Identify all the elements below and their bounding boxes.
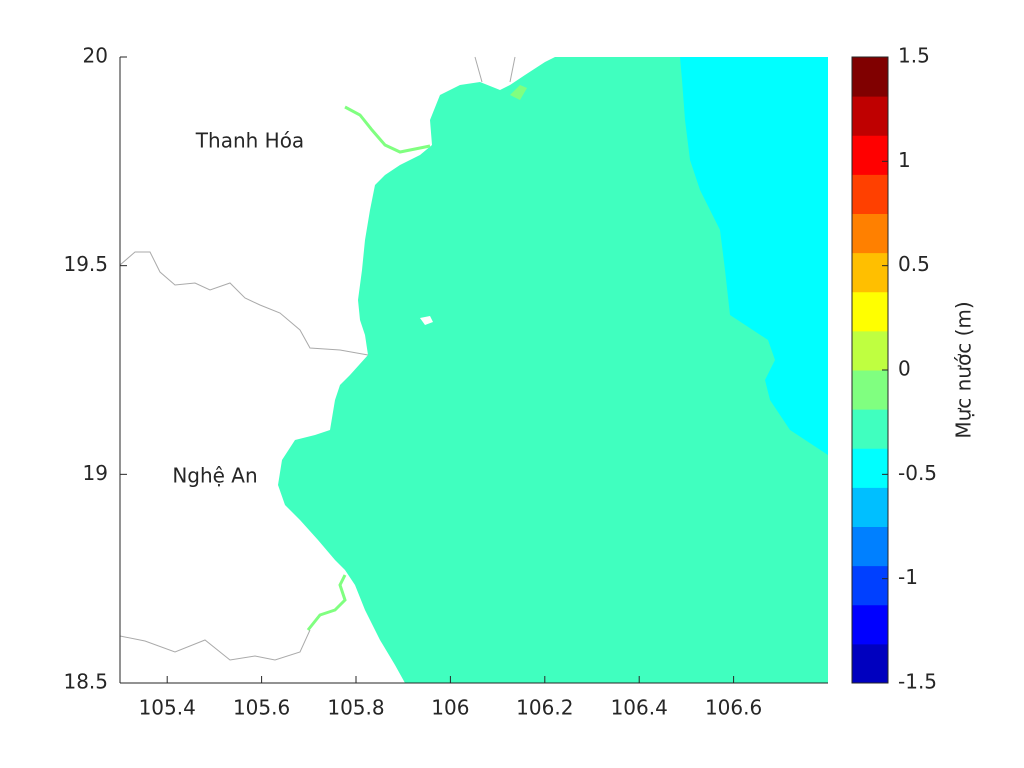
map-area [119,56,828,683]
colorbar-band [852,174,888,214]
shallow-patch [510,85,527,100]
land-border [474,56,516,83]
colorbar-band [852,604,888,645]
sea-region [278,57,828,683]
colorbar-band [852,291,888,332]
place-label: Nghệ An [172,464,257,488]
colorbar-tick-label: -1 [898,565,918,589]
island [420,316,433,325]
colorbar-tick-label: 0 [898,357,911,381]
x-tick-label: 105.4 [139,696,196,720]
colorbar-band [852,252,888,293]
colorbar-band [852,565,888,606]
colorbar-band [852,370,888,410]
colorbar-band [852,643,888,684]
deep-region [680,57,828,455]
x-tick-label: 106.6 [705,696,762,720]
colorbar-band [852,448,888,488]
colorbar-band [852,96,888,136]
colorbar-band [852,526,888,567]
colorbar-band [852,409,888,449]
colorbar-band [852,487,888,527]
colorbar-band [852,330,888,371]
x-tick-label: 105.6 [233,696,290,720]
x-tick-label: 105.8 [327,696,384,720]
colorbar-tick-label: -0.5 [898,461,937,485]
colorbar-tick-label: 0.5 [898,252,930,276]
colorbar-band [852,135,888,175]
colorbar-tick-label: 1.5 [898,44,930,68]
colorbar-tick-label: 1 [898,148,911,172]
colorbar-label: Mực nước (m) [952,301,976,438]
y-tick-label: 18.5 [63,670,108,694]
land-border [119,251,369,356]
x-tick-label: 106.4 [611,696,668,720]
colorbar-band [852,57,888,97]
colorbar-tick-label: -1.5 [898,670,937,694]
colorbar-band [852,213,888,254]
y-tick-label: 19 [83,461,108,485]
x-tick-label: 106 [431,696,469,720]
river [344,105,431,154]
y-tick-label: 19.5 [63,252,108,276]
x-tick-label: 106.2 [516,696,573,720]
river [306,574,347,631]
y-tick-label: 20 [83,44,108,68]
land-border [119,629,311,661]
place-label: Thanh Hóa [195,129,304,153]
